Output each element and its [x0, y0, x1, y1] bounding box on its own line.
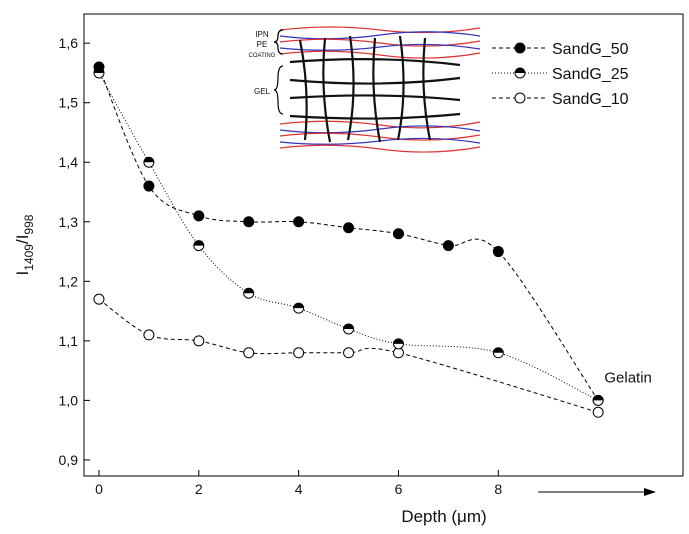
- annotation: IPN: [255, 30, 269, 39]
- marker: [293, 216, 305, 228]
- marker: [293, 347, 305, 359]
- depth-arrow: [538, 488, 656, 496]
- y-tick-label: 1,0: [59, 392, 79, 408]
- marker: [193, 335, 205, 347]
- x-tick-label: 2: [195, 481, 203, 497]
- marker-body: [243, 216, 255, 228]
- legend-marker: [514, 92, 526, 104]
- marker-half: [493, 347, 504, 353]
- marker: [492, 246, 504, 258]
- y-tick-label: 1,3: [59, 214, 79, 230]
- marker: [143, 180, 155, 192]
- x-tick-label: 6: [395, 481, 403, 497]
- plot-frame: [83, 13, 684, 477]
- marker: [143, 156, 155, 168]
- marker-half: [193, 240, 204, 246]
- legend-marker-half: [515, 68, 525, 73]
- inset-diagram: [273, 26, 481, 153]
- marker-body: [143, 180, 155, 192]
- marker: [442, 240, 454, 252]
- marker: [193, 210, 205, 222]
- y-axis-title-part: 1409: [22, 244, 36, 271]
- y-axis-title: I1409/I998: [13, 214, 36, 275]
- marker: [243, 287, 255, 299]
- marker: [592, 394, 604, 406]
- marker: [392, 228, 404, 240]
- marker-body: [442, 240, 454, 252]
- marker: [343, 323, 355, 335]
- legend-marker-body: [514, 42, 526, 54]
- annotation: GEL: [254, 87, 271, 96]
- y-axis-title-part: I: [13, 271, 32, 276]
- marker: [492, 347, 504, 359]
- marker: [93, 67, 105, 79]
- legend-marker: [514, 67, 526, 79]
- annotation: COATING: [249, 53, 276, 59]
- x-tick-label: 0: [95, 481, 103, 497]
- marker: [592, 406, 604, 418]
- marker-half: [593, 395, 604, 401]
- marker: [243, 347, 255, 359]
- legend-label: SandG_50: [552, 41, 629, 58]
- annotation: PE: [257, 40, 268, 49]
- marker-half: [93, 67, 104, 73]
- marker-half: [243, 288, 254, 294]
- marker-body: [93, 293, 105, 305]
- marker: [243, 216, 255, 228]
- legend-label: SandG_10: [552, 91, 629, 108]
- marker-half: [143, 157, 154, 163]
- marker-body: [392, 228, 404, 240]
- marker-body: [143, 329, 155, 341]
- y-tick-label: 1,5: [59, 95, 79, 111]
- marker: [193, 240, 205, 252]
- marker: [343, 222, 355, 234]
- y-tick-label: 1,4: [59, 154, 79, 170]
- x-axis-title: Depth (μm): [401, 507, 486, 526]
- y-axis-title-part: /I: [13, 235, 32, 244]
- marker-body: [293, 216, 305, 228]
- legend-label: SandG_25: [552, 66, 629, 83]
- marker-body: [193, 335, 205, 347]
- marker: [343, 347, 355, 359]
- x-tick-label: 4: [295, 481, 303, 497]
- y-tick-label: 0,9: [59, 452, 79, 468]
- marker: [293, 302, 305, 314]
- marker-body: [243, 347, 255, 359]
- marker-half: [393, 338, 404, 344]
- marker: [392, 338, 404, 350]
- legend-marker-body: [514, 92, 526, 104]
- marker-body: [592, 406, 604, 418]
- y-tick-label: 1,6: [59, 35, 79, 51]
- y-tick-label: 1,1: [59, 333, 79, 349]
- annotation: Gelatin: [604, 369, 652, 386]
- marker-half: [343, 323, 354, 329]
- marker-half: [293, 303, 304, 309]
- marker-body: [293, 347, 305, 359]
- x-tick-label: 8: [494, 481, 502, 497]
- marker: [143, 329, 155, 341]
- marker-body: [343, 347, 355, 359]
- marker: [93, 293, 105, 305]
- marker-body: [492, 246, 504, 258]
- legend-marker: [514, 42, 526, 54]
- marker-body: [343, 222, 355, 234]
- marker-body: [193, 210, 205, 222]
- y-tick-label: 1,2: [59, 273, 79, 289]
- y-axis-title-part: 998: [22, 214, 36, 234]
